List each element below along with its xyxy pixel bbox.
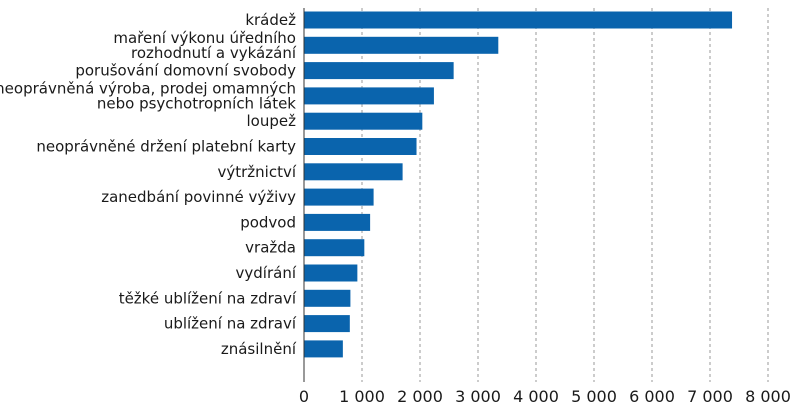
x-tick-label: 1 000: [339, 387, 385, 406]
x-tick-label: 5 000: [571, 387, 617, 406]
x-tick-label: 3 000: [455, 387, 501, 406]
category-label: vydírání: [236, 264, 297, 282]
category-label-line: nebo psychotropních látek: [97, 94, 296, 112]
category-label-line: krádež: [245, 11, 296, 29]
x-tick-label: 6 000: [629, 387, 675, 406]
bar: [304, 36, 499, 54]
category-label: porušování domovní svobody: [75, 62, 296, 80]
x-tick-label: 4 000: [513, 387, 559, 406]
bar: [304, 112, 423, 130]
category-label-line: těžké ublížení na zdraví: [119, 289, 297, 307]
bar: [304, 239, 365, 257]
category-label: znásilnění: [221, 340, 297, 358]
bar: [304, 315, 350, 333]
category-label: výtržnictví: [217, 163, 296, 181]
bars: [304, 11, 733, 358]
category-label: neoprávněné držení platební karty: [36, 138, 296, 156]
bar: [304, 188, 374, 206]
x-tick-label: 0: [299, 387, 309, 406]
category-label: zanedbání povinné výživy: [101, 188, 296, 206]
bar: [304, 87, 434, 105]
category-label: těžké ublížení na zdraví: [119, 289, 297, 307]
category-label-line: loupež: [247, 112, 297, 130]
x-tick-label: 2 000: [397, 387, 443, 406]
category-label-line: vydírání: [236, 264, 297, 282]
bar: [304, 163, 403, 181]
bar: [304, 213, 371, 231]
category-label: krádež: [245, 11, 296, 29]
category-label-line: neoprávněná výroba, prodej omamných: [0, 79, 296, 97]
bar: [304, 138, 417, 155]
category-label: ublížení na zdraví: [164, 315, 297, 333]
bar: [304, 340, 343, 358]
category-label-line: výtržnictví: [217, 163, 296, 181]
category-label: maření výkonu úředního rozhodnutí a vykáz…: [113, 29, 296, 62]
category-label-line: porušování domovní svobody: [75, 62, 296, 80]
x-tick-label: 8 000: [745, 387, 791, 406]
category-label-line: podvod: [240, 213, 296, 231]
bar: [304, 11, 733, 29]
x-tick-label: 7 000: [687, 387, 733, 406]
category-label: loupež: [247, 112, 297, 130]
category-label-line: ublížení na zdraví: [164, 315, 297, 333]
category-label-line: vražda: [245, 239, 296, 257]
bar: [304, 62, 454, 80]
category-label-line: maření výkonu úředního: [113, 29, 296, 47]
category-label: neoprávněná výroba, prodej omamných nebo …: [0, 79, 296, 112]
category-label-line: znásilnění: [221, 340, 297, 358]
category-label: podvod: [240, 213, 296, 231]
x-axis-tick-labels: 0 1 000 2 000 3 000 4 000 5 000 6 000 7 000 8 00…: [299, 387, 791, 406]
category-label-line: zanedbání povinné výživy: [101, 188, 296, 206]
category-label: vražda: [245, 239, 296, 257]
category-label-line: rozhodnutí a vykázání: [131, 44, 297, 62]
category-label-line: neoprávněné držení platební karty: [36, 138, 296, 156]
bar: [304, 289, 351, 307]
bar: [304, 264, 358, 282]
